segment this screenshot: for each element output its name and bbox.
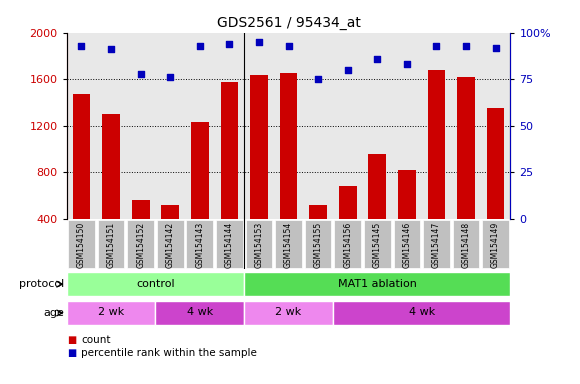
Text: ■: ■: [67, 348, 76, 358]
Text: GSM154146: GSM154146: [403, 221, 411, 268]
Bar: [191, 122, 209, 219]
Point: [491, 45, 500, 51]
Text: GSM154142: GSM154142: [166, 221, 175, 268]
Bar: [398, 170, 416, 219]
Text: control: control: [136, 279, 175, 289]
FancyBboxPatch shape: [216, 220, 242, 268]
FancyBboxPatch shape: [157, 220, 183, 268]
Text: GSM154156: GSM154156: [343, 221, 352, 268]
FancyBboxPatch shape: [244, 301, 333, 325]
Text: GSM154152: GSM154152: [136, 221, 145, 268]
Text: GSM154151: GSM154151: [107, 221, 115, 268]
Text: 2 wk: 2 wk: [276, 308, 302, 318]
FancyBboxPatch shape: [67, 301, 155, 325]
FancyBboxPatch shape: [246, 220, 272, 268]
Text: GSM154148: GSM154148: [462, 221, 470, 268]
FancyBboxPatch shape: [68, 220, 95, 268]
Text: GSM154144: GSM154144: [225, 221, 234, 268]
Point: [462, 43, 471, 49]
Bar: [368, 154, 386, 219]
FancyBboxPatch shape: [305, 220, 331, 268]
Point: [343, 67, 352, 73]
Bar: [132, 200, 150, 219]
FancyBboxPatch shape: [276, 220, 302, 268]
FancyBboxPatch shape: [67, 272, 244, 296]
FancyBboxPatch shape: [483, 220, 509, 268]
Bar: [487, 108, 505, 219]
Text: GSM154153: GSM154153: [255, 221, 263, 268]
Text: count: count: [81, 335, 111, 345]
Text: 4 wk: 4 wk: [187, 308, 213, 318]
Bar: [280, 73, 298, 219]
FancyBboxPatch shape: [364, 220, 390, 268]
FancyBboxPatch shape: [155, 301, 244, 325]
FancyBboxPatch shape: [335, 220, 361, 268]
FancyBboxPatch shape: [187, 220, 213, 268]
Title: GDS2561 / 95434_at: GDS2561 / 95434_at: [216, 16, 361, 30]
Point: [166, 74, 175, 80]
Point: [284, 43, 293, 49]
Point: [255, 39, 264, 45]
Bar: [220, 81, 238, 219]
Point: [432, 43, 441, 49]
Text: GSM154155: GSM154155: [314, 221, 322, 268]
Point: [107, 46, 116, 53]
FancyBboxPatch shape: [244, 272, 510, 296]
FancyBboxPatch shape: [98, 220, 124, 268]
Point: [136, 71, 145, 77]
FancyBboxPatch shape: [333, 301, 510, 325]
FancyBboxPatch shape: [394, 220, 420, 268]
Text: ■: ■: [67, 335, 76, 345]
Text: age: age: [43, 308, 64, 318]
Bar: [309, 205, 327, 219]
Text: GSM154149: GSM154149: [491, 221, 500, 268]
Text: 4 wk: 4 wk: [408, 308, 435, 318]
Bar: [250, 74, 268, 219]
Bar: [457, 77, 475, 219]
FancyBboxPatch shape: [453, 220, 479, 268]
Point: [224, 41, 234, 47]
Point: [403, 61, 412, 67]
Bar: [72, 94, 90, 219]
Point: [195, 43, 204, 49]
Text: GSM154147: GSM154147: [432, 221, 441, 268]
FancyBboxPatch shape: [128, 220, 154, 268]
Text: MAT1 ablation: MAT1 ablation: [338, 279, 416, 289]
Bar: [339, 186, 357, 219]
Text: GSM154154: GSM154154: [284, 221, 293, 268]
Text: GSM154143: GSM154143: [195, 221, 204, 268]
Text: GSM154145: GSM154145: [373, 221, 382, 268]
Text: 2 wk: 2 wk: [98, 308, 124, 318]
Text: protocol: protocol: [19, 279, 64, 289]
Text: percentile rank within the sample: percentile rank within the sample: [81, 348, 257, 358]
Point: [77, 43, 86, 49]
Text: GSM154150: GSM154150: [77, 221, 86, 268]
FancyBboxPatch shape: [423, 220, 450, 268]
Point: [372, 56, 382, 62]
Point: [313, 76, 322, 82]
Bar: [102, 114, 120, 219]
Bar: [427, 70, 445, 219]
Bar: [161, 205, 179, 219]
